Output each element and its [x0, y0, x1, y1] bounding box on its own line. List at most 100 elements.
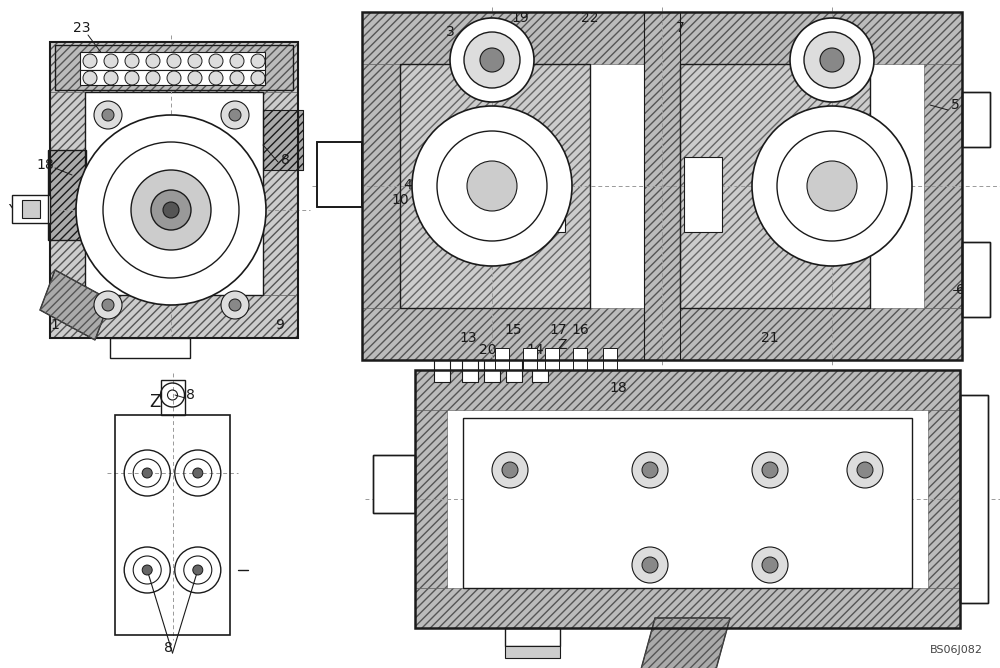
Text: 18: 18	[36, 158, 54, 172]
Text: 2: 2	[654, 643, 662, 657]
Bar	[427, 157, 465, 232]
Bar	[484, 360, 500, 382]
Circle shape	[193, 468, 203, 478]
Circle shape	[102, 109, 114, 121]
Text: 8: 8	[164, 641, 172, 655]
Circle shape	[251, 54, 265, 68]
Circle shape	[221, 101, 249, 129]
Bar	[110, 338, 190, 358]
Bar	[962, 92, 990, 147]
Circle shape	[83, 54, 97, 68]
Text: Y←: Y←	[8, 203, 28, 217]
Circle shape	[820, 48, 844, 72]
Circle shape	[857, 462, 873, 478]
Circle shape	[251, 71, 265, 85]
Bar	[962, 92, 990, 147]
Bar	[55, 45, 293, 90]
Text: 18: 18	[609, 381, 627, 395]
Circle shape	[104, 71, 118, 85]
Circle shape	[209, 54, 223, 68]
Bar	[317, 142, 362, 207]
Bar	[317, 142, 362, 207]
Text: BS06J082: BS06J082	[930, 645, 983, 655]
Bar	[924, 64, 962, 308]
Circle shape	[188, 54, 202, 68]
Bar	[85, 92, 263, 295]
Circle shape	[642, 557, 658, 573]
Bar	[928, 410, 960, 588]
Circle shape	[102, 299, 114, 311]
Bar	[50, 42, 298, 338]
Bar	[317, 142, 362, 207]
Text: 19: 19	[511, 11, 529, 25]
Circle shape	[94, 291, 122, 319]
Text: 22: 22	[581, 11, 599, 25]
Text: 18: 18	[686, 503, 704, 517]
Bar	[373, 455, 415, 513]
Bar	[373, 455, 415, 513]
Circle shape	[146, 54, 160, 68]
Text: Z: Z	[149, 393, 161, 411]
Bar	[373, 455, 415, 513]
Bar	[680, 64, 870, 308]
Circle shape	[807, 161, 857, 211]
Bar	[115, 415, 230, 635]
Circle shape	[450, 18, 534, 102]
Bar	[263, 110, 303, 170]
Text: 7: 7	[676, 21, 684, 35]
Bar	[50, 295, 298, 338]
Bar	[545, 348, 559, 370]
Circle shape	[146, 71, 160, 85]
Circle shape	[632, 547, 668, 583]
Bar	[160, 380, 184, 415]
Text: 17: 17	[549, 323, 567, 337]
Bar	[532, 360, 548, 382]
Bar	[960, 395, 988, 603]
Text: 4: 4	[404, 178, 412, 192]
Text: 3: 3	[446, 25, 454, 39]
Bar	[50, 92, 85, 295]
Bar	[415, 410, 447, 588]
Bar	[400, 64, 590, 308]
Bar	[434, 360, 450, 382]
Circle shape	[142, 565, 152, 575]
Text: 17: 17	[656, 441, 674, 455]
Bar	[12, 195, 50, 223]
Bar	[80, 52, 265, 70]
Circle shape	[163, 202, 179, 218]
Circle shape	[762, 557, 778, 573]
Bar	[415, 370, 960, 410]
Bar	[55, 45, 293, 90]
Bar	[263, 92, 298, 295]
Circle shape	[125, 54, 139, 68]
Bar	[960, 395, 988, 603]
Bar	[603, 348, 617, 370]
Circle shape	[142, 468, 152, 478]
Bar	[50, 42, 298, 92]
Circle shape	[752, 106, 912, 266]
Bar	[48, 150, 86, 240]
Circle shape	[131, 170, 211, 250]
Circle shape	[167, 71, 181, 85]
Bar	[80, 70, 265, 85]
Text: 9: 9	[276, 318, 284, 332]
Bar	[573, 348, 587, 370]
Bar	[684, 157, 722, 232]
Circle shape	[230, 54, 244, 68]
Circle shape	[777, 131, 887, 241]
Bar	[22, 200, 40, 218]
Circle shape	[229, 109, 241, 121]
Circle shape	[752, 452, 788, 488]
Text: 13: 13	[459, 331, 477, 345]
Circle shape	[193, 565, 203, 575]
Circle shape	[221, 291, 249, 319]
Polygon shape	[640, 618, 730, 668]
Circle shape	[467, 161, 517, 211]
Text: 23: 23	[73, 21, 91, 35]
Bar	[362, 12, 962, 360]
Circle shape	[502, 462, 518, 478]
Bar	[962, 242, 990, 317]
Bar	[644, 12, 680, 360]
Circle shape	[847, 452, 883, 488]
Text: 6: 6	[956, 283, 964, 297]
